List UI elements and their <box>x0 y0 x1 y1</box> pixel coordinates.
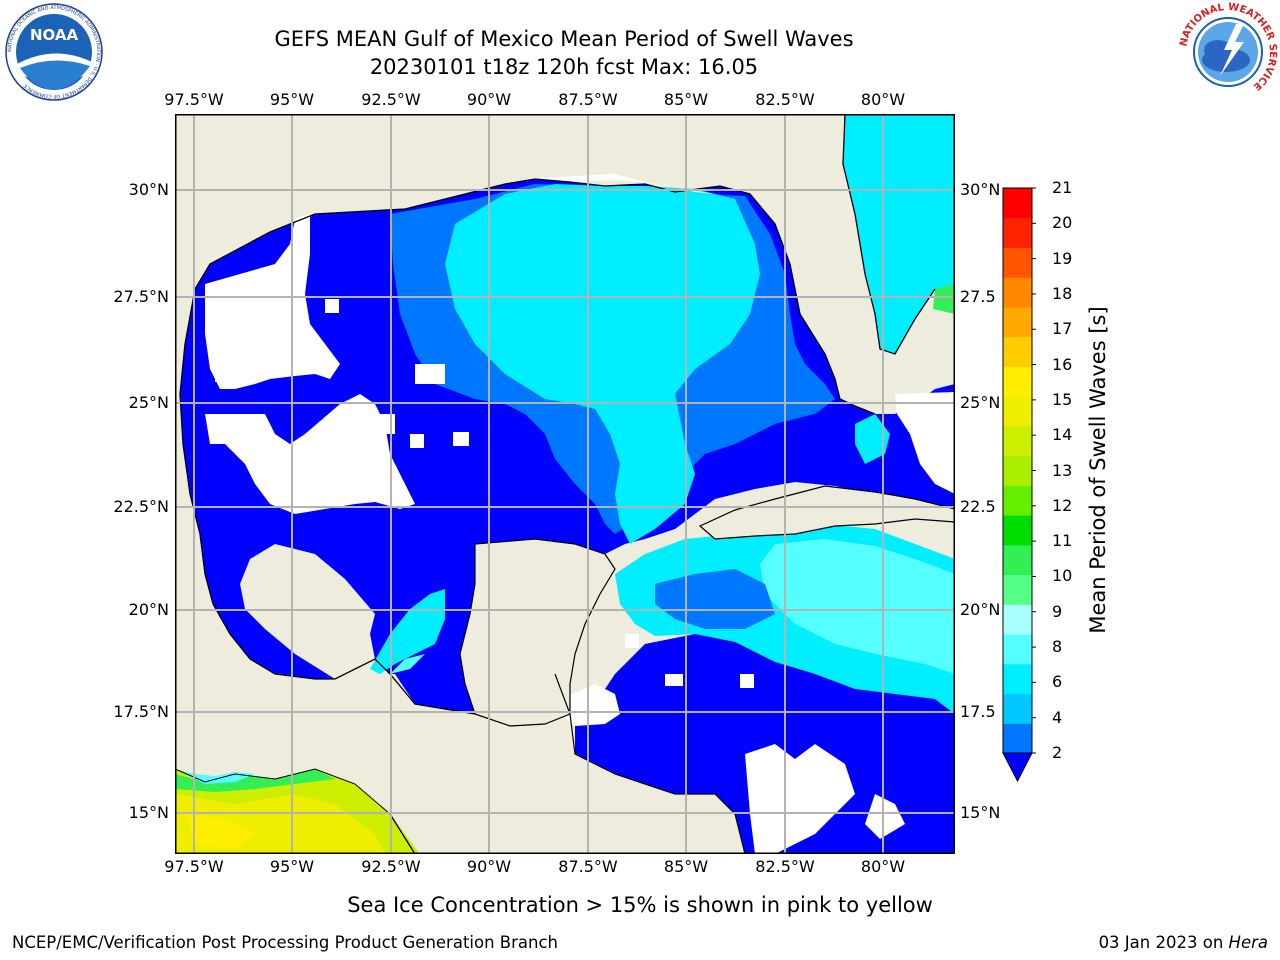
colorbar-label: Mean Period of Swell Waves [s] <box>1086 306 1110 634</box>
colorbar-segment <box>1003 455 1032 486</box>
colorbar-segment <box>1003 693 1032 724</box>
no-data-region <box>205 214 340 389</box>
lon-label-bottom: 90°W <box>466 857 512 876</box>
cuba-land <box>698 485 955 540</box>
colorbar-segment <box>1003 634 1032 665</box>
lon-label-bottom: 87.5°W <box>558 857 618 876</box>
lat-label-right: 25°N <box>960 393 1001 412</box>
colorbar-tick-label: 13 <box>1052 460 1073 480</box>
lon-label-bottom: 85°W <box>663 857 709 876</box>
colorbar-segment <box>1003 396 1032 427</box>
colorbar-tick-label: 15 <box>1052 389 1073 409</box>
machine-name: Hera <box>1228 933 1268 952</box>
credit-text: NCEP/EMC/Verification Post Processing Pr… <box>12 933 558 952</box>
lat-label-right: 27.5 <box>960 287 996 306</box>
lat-label-left: 30°N <box>128 180 169 199</box>
lon-label-top: 95°W <box>269 90 315 109</box>
lon-label-bottom: 92.5°W <box>361 857 421 876</box>
lon-label-top: 85°W <box>663 90 709 109</box>
colorbar-tick-label: 20 <box>1052 213 1073 233</box>
colorbar-segment <box>1003 425 1032 457</box>
lon-label-bottom: 80°W <box>860 857 906 876</box>
colorbar-tick-label: 9 <box>1052 601 1063 621</box>
lon-label-top: 90°W <box>466 90 512 109</box>
map-title: GEFS MEAN Gulf of Mexico Mean Period of … <box>274 27 854 51</box>
nws-logo: NATIONAL WEATHER SERVICE <box>1178 2 1278 102</box>
lat-label-left: 22.5°N <box>113 497 169 516</box>
colorbar-segment <box>1003 485 1032 516</box>
colorbar-segment <box>1003 247 1032 278</box>
colorbar-tick-label: 12 <box>1052 495 1073 515</box>
lon-label-top: 97.5°W <box>164 90 224 109</box>
colorbar-segment <box>1003 306 1032 338</box>
lon-label-top: 92.5°W <box>361 90 421 109</box>
colorbar-tick-label: 11 <box>1052 531 1073 551</box>
sea-ice-note: Sea Ice Concentration > 15% is shown in … <box>347 893 933 917</box>
lon-label-bottom: 82.5°W <box>755 857 815 876</box>
colorbar-tick-label: 21 <box>1052 178 1073 197</box>
lat-label-left: 25°N <box>128 393 169 412</box>
lat-label-left: 27.5°N <box>113 287 169 306</box>
lat-label-right: 17.5 <box>960 702 996 721</box>
map-subtitle: 20230101 t18z 120h fcst Max: 16.05 <box>369 55 759 79</box>
lon-label-top: 82.5°W <box>755 90 815 109</box>
colorbar-tick-label: 19 <box>1052 248 1073 268</box>
colorbar-segment <box>1003 604 1032 635</box>
noaa-logo-text: NOAA <box>30 26 79 44</box>
colorbar-tick-label: 6 <box>1052 672 1063 692</box>
lat-label-left: 15°N <box>128 803 169 822</box>
lat-label-left: 17.5°N <box>113 702 169 721</box>
colorbar-tick-label: 17 <box>1052 319 1073 339</box>
colorbar-segment <box>1003 366 1032 397</box>
yucatan-land <box>459 538 616 727</box>
map-plot <box>175 114 955 854</box>
lat-label-left: 20°N <box>128 600 169 619</box>
colorbar-segment <box>1003 663 1032 695</box>
colorbar-ticks: 2 4 6 8 9 10 11 12 13 14 15 16 17 18 19 20 21 <box>1040 178 1080 770</box>
lon-label-top: 80°W <box>860 90 906 109</box>
colorbar-segment <box>1003 336 1032 367</box>
lat-label-right: 22.5 <box>960 497 996 516</box>
colorbar-tick-label: 10 <box>1052 566 1073 586</box>
colorbar-tick-label: 14 <box>1052 425 1073 445</box>
colorbar-segment <box>1003 574 1032 605</box>
lat-label-right: 30°N <box>960 180 1001 199</box>
date-stamp: 03 Jan 2023 on Hera <box>1099 933 1268 953</box>
colorbar-segment <box>1003 544 1032 576</box>
colorbar-segment <box>1003 723 1032 754</box>
colorbar-tick-label: 16 <box>1052 354 1073 374</box>
coastline-north <box>184 178 876 415</box>
colorbar <box>1000 186 1038 784</box>
lon-label-bottom: 97.5°W <box>164 857 224 876</box>
colorbar-tick-label: 18 <box>1052 283 1073 303</box>
colorbar-tick-label: 4 <box>1052 707 1063 727</box>
lat-label-right: 20°N <box>960 600 1001 619</box>
colorbar-segment <box>1003 515 1032 546</box>
lon-label-top: 87.5°W <box>558 90 618 109</box>
colorbar-under-arrow <box>1002 752 1033 783</box>
date-text: 03 Jan 2023 on <box>1098 933 1229 952</box>
colorbar-segment <box>1003 217 1032 248</box>
high-period-plume <box>445 184 760 544</box>
lat-label-right: 15°N <box>960 803 1001 822</box>
colorbar-segment <box>1003 188 1032 219</box>
atlantic-swell-field <box>843 114 955 354</box>
colorbar-tick-label: 8 <box>1052 637 1063 657</box>
coastline-west <box>179 343 476 715</box>
colorbar-tick-label: 2 <box>1052 743 1063 762</box>
map-graticule <box>175 114 955 854</box>
noaa-logo: NOAA NATIONAL OCEANIC AND ATMOSPHERIC AD… <box>4 2 104 102</box>
colorbar-segment <box>1003 277 1032 308</box>
lon-label-bottom: 95°W <box>269 857 315 876</box>
coastline-florida <box>842 114 936 355</box>
